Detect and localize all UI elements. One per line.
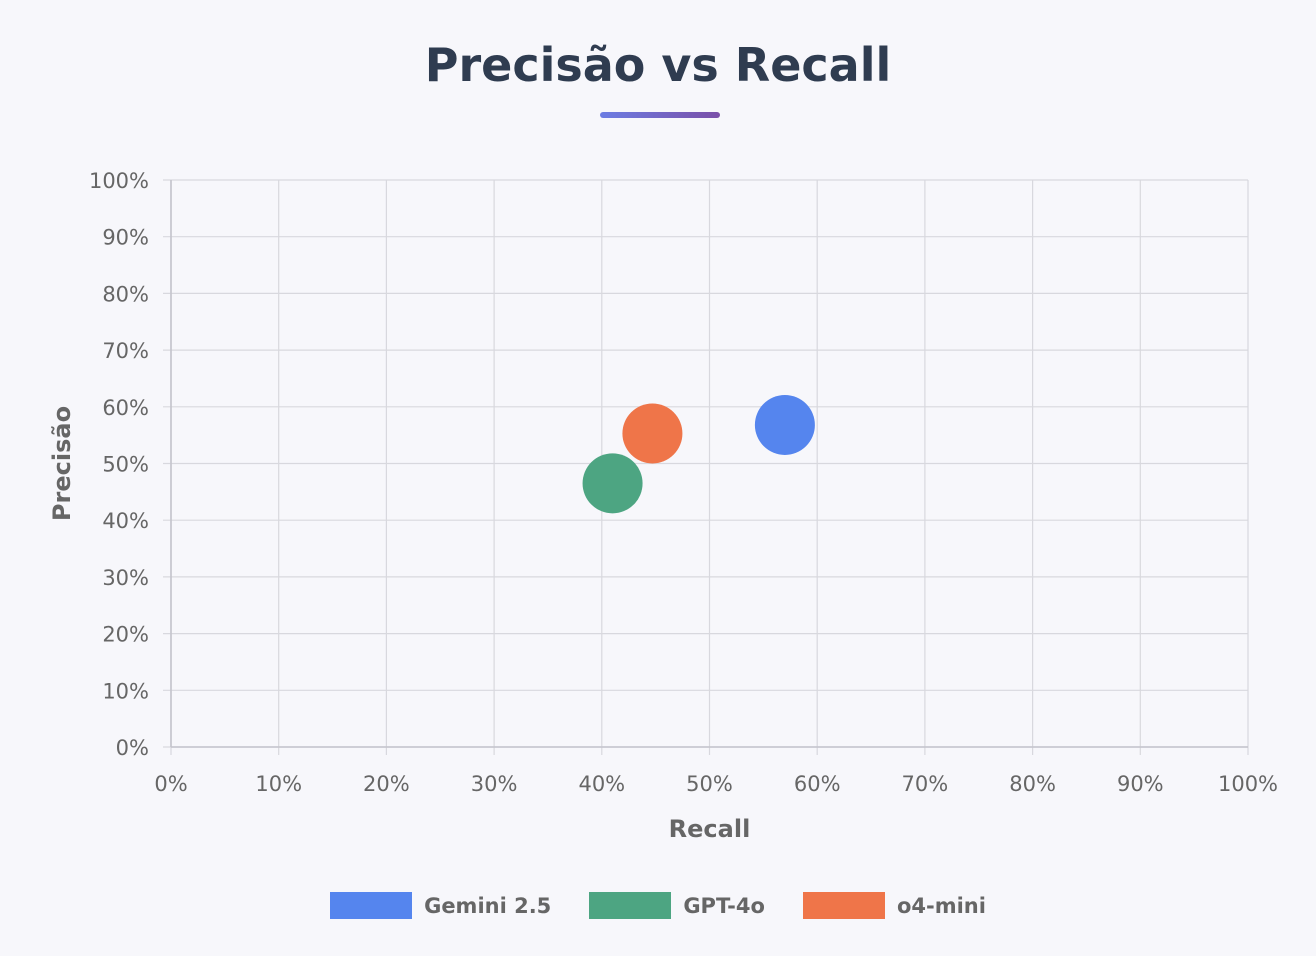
data-point <box>582 453 643 514</box>
x-tick-label: 80% <box>1009 772 1056 796</box>
y-tick-label: 20% <box>102 623 149 647</box>
data-points <box>582 394 815 514</box>
data-point <box>622 403 683 464</box>
y-tick-label: 80% <box>102 282 149 306</box>
x-tick-label: 60% <box>794 772 841 796</box>
y-tick-label: 100% <box>89 169 149 193</box>
data-point <box>754 394 815 455</box>
legend-item[interactable]: GPT-4o <box>589 892 765 919</box>
y-tick-label: 30% <box>102 566 149 590</box>
y-tick-label: 60% <box>102 396 149 420</box>
legend-swatch <box>802 892 885 919</box>
y-tick-label: 90% <box>102 226 149 250</box>
x-tick-label: 90% <box>1117 772 1164 796</box>
y-axis-title: Precisão <box>48 406 76 521</box>
x-tick-label: 20% <box>363 772 410 796</box>
legend-label: Gemini 2.5 <box>424 893 552 918</box>
y-tick-label: 50% <box>102 453 149 477</box>
x-tick-label: 50% <box>686 772 733 796</box>
axes <box>170 180 1248 748</box>
y-tick-label: 10% <box>102 679 149 703</box>
x-tick-label: 100% <box>1218 772 1278 796</box>
scatter-chart: 0% 10% 20% 30% 40% 50% 60% 70% 80% 90% 100% 0% 10% 20… <box>48 169 1278 843</box>
x-tick-label: 10% <box>255 772 302 796</box>
tick-labels: 0% 10% 20% 30% 40% 50% 60% 70% 80% 90% 100% 0% 10% 20… <box>89 169 1278 796</box>
title-underline <box>600 112 720 118</box>
legend-item[interactable]: Gemini 2.5 <box>330 892 551 919</box>
grid <box>163 179 1249 755</box>
x-tick-label: 0% <box>154 772 187 796</box>
legend-label: o4-mini <box>896 893 986 918</box>
legend: Gemini 2.5 GPT-4o o4-mini <box>0 892 1316 919</box>
legend-item[interactable]: o4-mini <box>802 892 986 919</box>
y-tick-label: 0% <box>116 736 149 760</box>
legend-swatch <box>589 892 672 919</box>
x-axis-title: Recall <box>669 815 751 843</box>
legend-swatch <box>330 892 413 919</box>
y-tick-label: 40% <box>102 509 149 533</box>
x-tick-label: 70% <box>902 772 949 796</box>
legend-label: GPT-4o <box>683 893 765 918</box>
chart-title: Precisão vs Recall <box>424 38 892 92</box>
x-tick-label: 30% <box>471 772 518 796</box>
y-tick-label: 70% <box>102 339 149 363</box>
x-tick-label: 40% <box>578 772 625 796</box>
